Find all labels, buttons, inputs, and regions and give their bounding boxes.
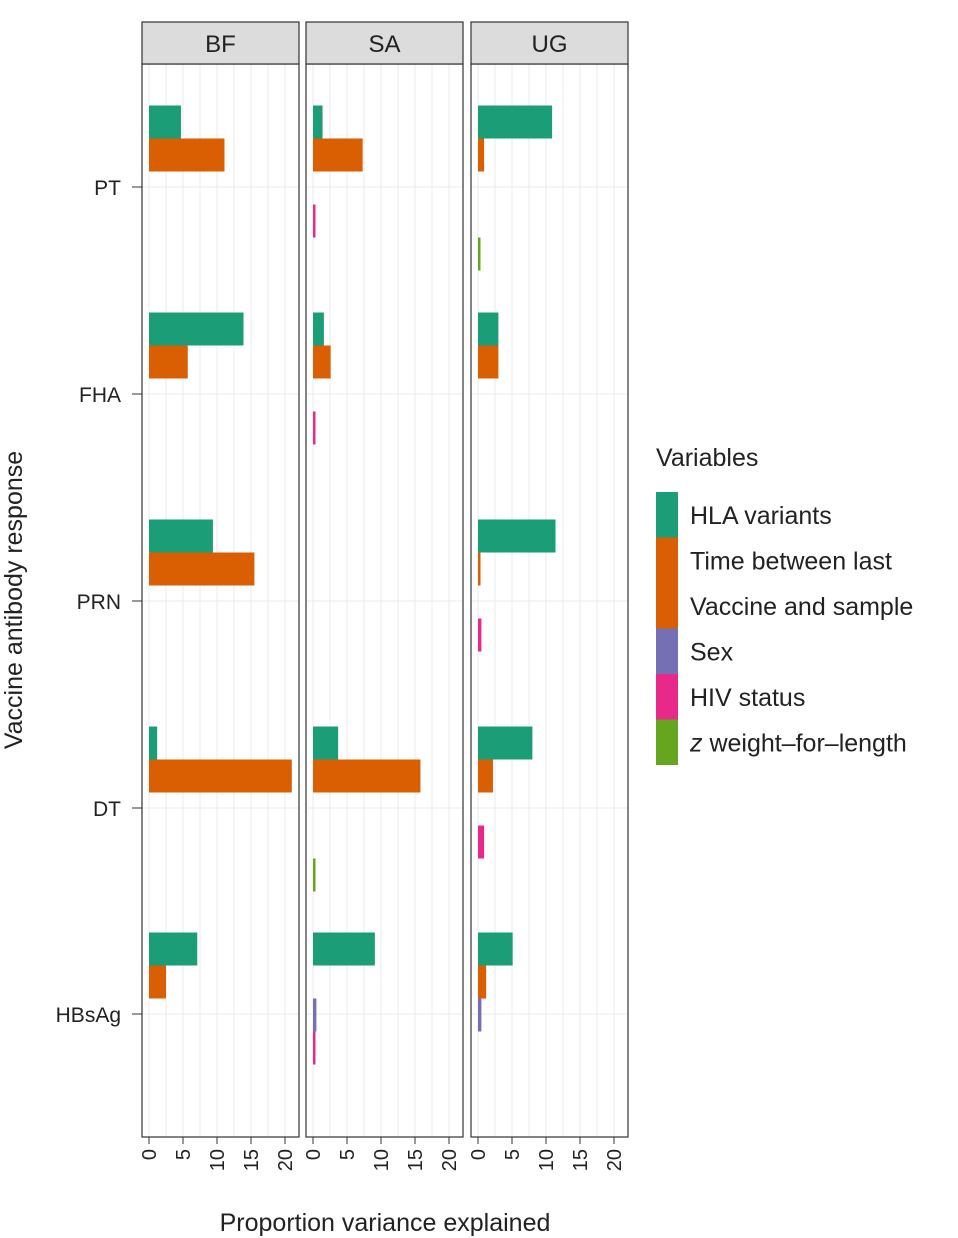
bar-SA-PT-time <box>313 138 363 172</box>
x-tick-label: 15 <box>570 1149 592 1171</box>
bar-BF-FHA-time <box>149 345 188 379</box>
bar-SA-DT-wfl <box>313 858 316 892</box>
panel-BF: BF 0 5 10 15 20 <box>139 21 300 1171</box>
legend-label: Time between last <box>690 547 892 575</box>
legend-label: Sex <box>690 638 734 666</box>
bar-UG-PT-wfl <box>478 237 481 271</box>
bar-UG-FHA-time <box>478 345 499 379</box>
x-tick-label: 20 <box>275 1149 297 1171</box>
bar-SA-FHA-hiv <box>313 411 316 445</box>
panel-UG: UG 0 5 10 15 20 <box>468 21 629 1171</box>
y-tick-label: DT <box>93 798 121 821</box>
x-tick-label: 20 <box>604 1149 626 1171</box>
x-tick-label: 15 <box>241 1149 263 1171</box>
x-tick-label: 10 <box>536 1149 558 1171</box>
bar-UG-HBsAg-sex <box>478 998 482 1032</box>
bar-BF-DT-time <box>149 759 292 793</box>
legend-label: Vaccine and sample <box>690 593 913 621</box>
bar-UG-DT-time <box>478 759 493 793</box>
bar-BF-HBsAg-time <box>149 965 166 999</box>
bar-UG-DT-hiv <box>478 825 485 859</box>
y-axis-title: Vaccine antibody response <box>0 451 28 749</box>
x-tick-label: 10 <box>371 1149 393 1171</box>
y-tick-label: FHA <box>79 384 121 407</box>
bar-BF-FHA-hla <box>149 312 244 346</box>
legend-item-wfl: z weight–for–length <box>656 719 907 765</box>
x-tick-label: 10 <box>207 1149 229 1171</box>
bar-UG-FHA-hla <box>478 312 499 346</box>
legend-item-time: Time between last Vaccine and sample <box>656 537 913 629</box>
x-tick-label: 15 <box>405 1149 427 1171</box>
legend-item-sex: Sex <box>656 628 734 674</box>
legend-swatch <box>656 492 678 538</box>
facet-label: BF <box>205 31 236 58</box>
y-tick-label: PT <box>94 177 121 200</box>
x-tick-label: 0 <box>139 1149 161 1160</box>
facet-label: UG <box>532 31 568 58</box>
bar-SA-PT-hla <box>313 105 323 139</box>
bar-UG-HBsAg-hla <box>478 932 513 966</box>
bar-UG-PT-time <box>478 138 485 172</box>
y-tick-label: PRN <box>77 591 121 614</box>
y-tick-label: HBsAg <box>56 1004 121 1027</box>
x-tick-label: 5 <box>337 1149 359 1160</box>
bar-UG-DT-hla <box>478 726 533 760</box>
legend-label: z weight–for–length <box>689 729 907 757</box>
x-tick-label: 5 <box>173 1149 195 1160</box>
bar-UG-PRN-hla <box>478 519 556 553</box>
bar-BF-HBsAg-hla <box>149 932 198 966</box>
bar-BF-PT-hla <box>149 105 181 139</box>
bar-BF-PT-time <box>149 138 225 172</box>
facet-panels: BF 0 5 10 15 20 SA 0 5 10 15 20 UG 0 5 10 15 20 PT FHA PRN DT… <box>56 21 629 1171</box>
x-tick-label: 0 <box>468 1149 490 1160</box>
bar-UG-HBsAg-time <box>478 965 487 999</box>
bar-SA-HBsAg-hiv <box>313 1031 316 1065</box>
bar-SA-HBsAg-hla <box>313 932 375 966</box>
legend: Variables HLA variants Time between last Va… <box>656 444 913 765</box>
legend-swatch <box>656 537 678 629</box>
panel-SA: SA 0 5 10 15 20 <box>303 21 464 1171</box>
legend-swatch <box>656 628 678 674</box>
legend-label: HLA variants <box>690 502 832 530</box>
bar-BF-DT-hla <box>149 726 158 760</box>
bar-UG-PT-hla <box>478 105 553 139</box>
x-axis-title: Proportion variance explained <box>220 1209 551 1237</box>
bar-UG-PRN-time <box>478 552 481 586</box>
bar-SA-DT-time <box>313 759 421 793</box>
bar-UG-PRN-hiv <box>478 618 482 652</box>
bar-BF-PRN-time <box>149 552 255 586</box>
legend-item-hiv: HIV status <box>656 674 805 720</box>
bar-SA-FHA-hla <box>313 312 324 346</box>
bar-SA-DT-hla <box>313 726 339 760</box>
legend-label: HIV status <box>690 684 805 712</box>
facet-strip <box>305 21 464 65</box>
facet-strip <box>141 21 300 65</box>
bar-SA-FHA-time <box>313 345 331 379</box>
legend-swatch <box>656 719 678 765</box>
bar-SA-PT-hiv <box>313 204 316 238</box>
facet-label: SA <box>368 31 400 58</box>
legend-swatch <box>656 674 678 720</box>
legend-item-hla: HLA variants <box>656 492 832 538</box>
facet-strip <box>470 21 629 65</box>
x-tick-label: 0 <box>303 1149 325 1160</box>
x-tick-label: 20 <box>439 1149 461 1171</box>
bar-BF-PRN-hla <box>149 519 213 553</box>
x-tick-label: 5 <box>502 1149 524 1160</box>
bar-SA-HBsAg-sex <box>313 998 317 1032</box>
legend-title: Variables <box>656 444 758 472</box>
